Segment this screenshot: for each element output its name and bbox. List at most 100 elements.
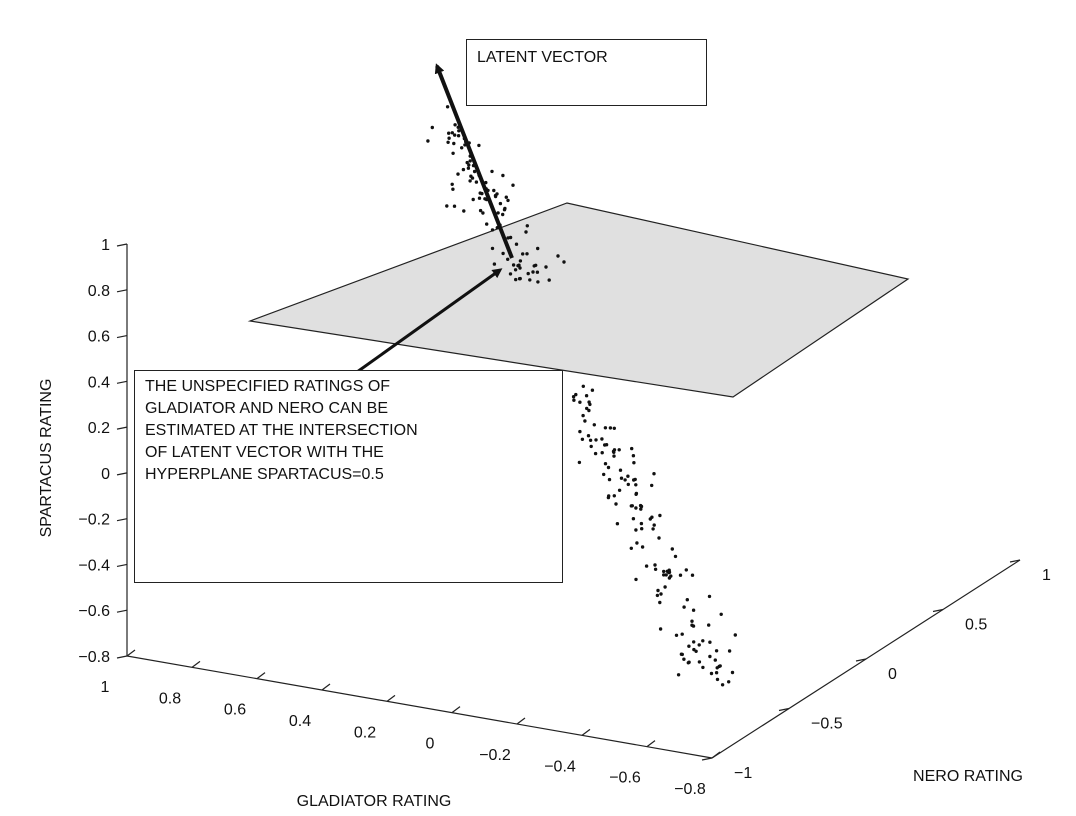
data-point xyxy=(583,419,587,423)
intersection-note-box: THE UNSPECIFIED RATINGS OF GLADIATOR AND… xyxy=(134,370,563,583)
data-point xyxy=(658,627,663,631)
data-point xyxy=(471,197,475,202)
data-point xyxy=(588,402,592,407)
x-tick-mark xyxy=(191,660,201,668)
data-point xyxy=(531,270,535,274)
data-point xyxy=(490,228,495,232)
data-point xyxy=(506,257,510,261)
data-point xyxy=(656,588,660,593)
data-point xyxy=(501,251,505,256)
data-point xyxy=(650,483,654,488)
data-point xyxy=(692,640,696,644)
data-point xyxy=(492,262,497,266)
data-point xyxy=(720,683,725,687)
z-tick-mark xyxy=(116,380,128,384)
z-tick-mark xyxy=(116,426,128,430)
data-point xyxy=(639,521,644,526)
data-point xyxy=(578,400,582,404)
data-point xyxy=(468,179,472,183)
data-point xyxy=(535,270,540,274)
data-point xyxy=(594,438,598,442)
data-point xyxy=(697,660,702,664)
y-axis-title: NERO RATING xyxy=(913,768,1023,785)
data-point xyxy=(715,666,719,670)
data-point xyxy=(513,268,518,272)
data-point xyxy=(674,633,679,637)
z-tick-label: −0.2 xyxy=(78,512,110,529)
x-axis-line xyxy=(126,655,713,759)
data-point xyxy=(451,187,455,191)
data-point xyxy=(634,491,639,496)
z-ticks: 1 0.8 0.6 0.4 0.2 0 −0.2 −0.4 −0.6 −0.8 xyxy=(78,237,128,666)
data-point xyxy=(453,133,457,137)
data-point xyxy=(607,494,611,498)
data-point xyxy=(652,523,656,527)
data-point xyxy=(477,196,482,200)
data-point xyxy=(485,222,489,226)
data-point xyxy=(727,680,731,684)
data-point xyxy=(655,593,660,598)
data-point xyxy=(592,423,596,427)
data-point xyxy=(516,264,520,268)
data-point xyxy=(536,246,540,251)
data-point xyxy=(526,271,530,276)
y-tick-label: −1 xyxy=(734,765,752,782)
data-point xyxy=(547,278,551,282)
data-point xyxy=(504,195,508,199)
data-point xyxy=(630,446,634,451)
data-point xyxy=(581,384,585,388)
data-point xyxy=(577,460,582,465)
data-point xyxy=(478,208,483,213)
data-point xyxy=(618,468,623,472)
data-point xyxy=(676,673,681,677)
z-tick-mark xyxy=(116,472,128,476)
data-point xyxy=(477,143,481,148)
data-point xyxy=(673,554,678,559)
data-point xyxy=(445,105,450,109)
data-point xyxy=(614,502,618,506)
note-line-3: ESTIMATED AT THE INTERSECTION xyxy=(145,422,418,439)
data-point xyxy=(652,472,656,476)
latent-vector-label: LATENT VECTOR xyxy=(477,49,608,66)
data-point xyxy=(528,278,532,282)
latent-vector-arrow xyxy=(434,63,514,259)
z-tick-mark xyxy=(116,518,128,522)
data-point xyxy=(651,527,655,531)
data-point xyxy=(727,649,732,653)
data-point xyxy=(664,573,668,577)
data-point xyxy=(701,665,705,670)
data-point xyxy=(585,406,589,411)
data-point xyxy=(640,527,644,531)
data-point xyxy=(517,277,522,281)
x-tick-label: 0 xyxy=(426,736,435,753)
data-point xyxy=(631,454,636,458)
data-point xyxy=(524,230,528,234)
data-point xyxy=(623,478,627,482)
data-point xyxy=(589,444,593,449)
data-point xyxy=(465,160,469,165)
data-point xyxy=(536,280,540,284)
data-point xyxy=(612,426,616,430)
data-point xyxy=(521,252,525,256)
data-point xyxy=(612,494,616,498)
x-tick-mark xyxy=(646,740,656,748)
data-point xyxy=(686,661,690,665)
data-point xyxy=(634,528,638,532)
data-point xyxy=(602,472,606,477)
data-point xyxy=(714,671,719,675)
z-tick-mark xyxy=(116,563,128,568)
y-tick-mark xyxy=(778,707,790,712)
data-point xyxy=(713,658,717,662)
x-tick-mark xyxy=(321,683,331,691)
x-tick-label: 0.6 xyxy=(224,702,246,719)
data-point xyxy=(462,209,466,213)
z-tick-label: 1 xyxy=(101,237,110,254)
x-tick-mark xyxy=(516,717,526,725)
data-point xyxy=(600,437,604,441)
data-point xyxy=(708,640,712,644)
data-point xyxy=(426,139,430,143)
z-tick-label: 0.2 xyxy=(88,420,110,437)
z-tick-label: −0.4 xyxy=(78,557,110,574)
hyperplane-spartacus-0.5 xyxy=(247,202,910,398)
data-point xyxy=(697,643,701,647)
